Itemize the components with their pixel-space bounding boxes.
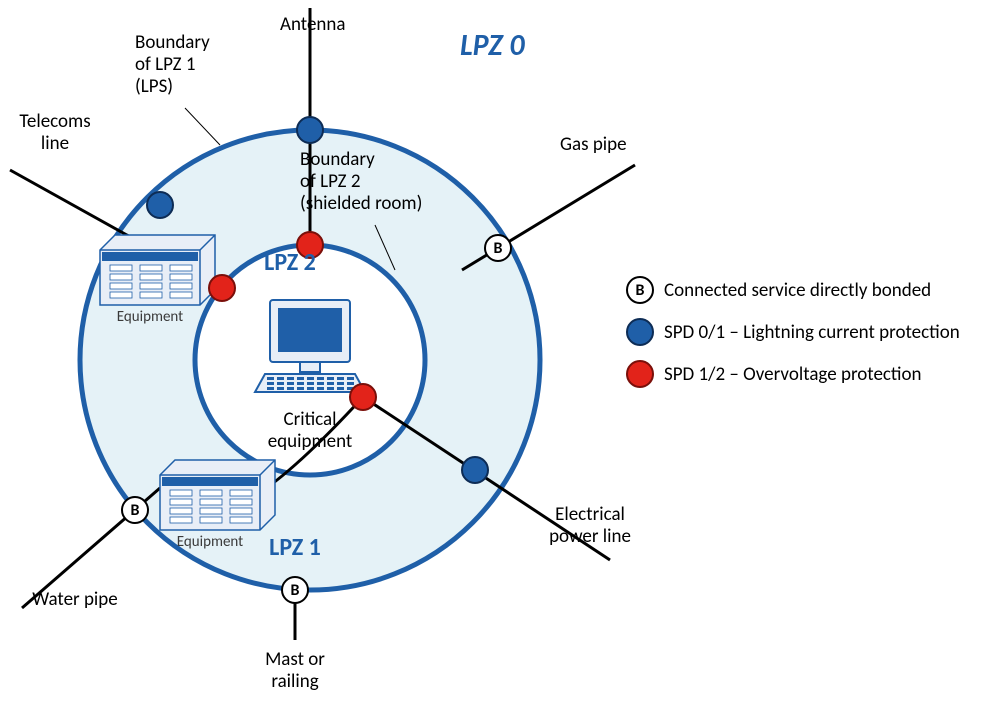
svg-text:B: B [291, 581, 300, 600]
telecoms-label: Telecoms [19, 110, 90, 133]
lpz0-title: LPZ 0 [460, 27, 525, 64]
svg-text:B: B [494, 239, 503, 258]
equipment-label: Equipment [117, 308, 183, 326]
computer-icon [255, 300, 365, 392]
boundary-lpz1-label: (LPS) [135, 75, 173, 98]
spd-01-node [147, 192, 173, 218]
power-label: power line [549, 525, 631, 548]
legend-blue-label: SPD 0/1 – Lightning current protection [664, 321, 960, 344]
spd-12-node [209, 275, 235, 301]
boundary-lpz1-label: of LPZ 1 [135, 53, 195, 76]
spd-01-node [297, 117, 323, 143]
legend-red-icon [627, 361, 653, 387]
boundary-lpz2-label: Boundary [300, 148, 375, 171]
mast-label: railing [271, 670, 318, 693]
legend-bonded-label: Connected service directly bonded [664, 279, 931, 302]
svg-text:B: B [131, 501, 140, 520]
legend-bonded-icon: B [627, 277, 653, 303]
boundary-lpz2-label: (shielded room) [300, 192, 422, 215]
boundary-lpz1-label: Boundary [135, 31, 210, 54]
leader-lpz1 [185, 108, 220, 145]
boundary-lpz2-label: of LPZ 2 [300, 170, 360, 193]
water-label: Water pipe [32, 588, 117, 611]
mast-label: Mast or [265, 648, 325, 671]
legend-blue-icon [627, 319, 653, 345]
antenna-label: Antenna [280, 13, 345, 36]
bonded-node: B [122, 497, 148, 523]
equipment-label: Equipment [177, 533, 243, 551]
telecoms-label: line [41, 132, 69, 155]
bonded-node: B [282, 577, 308, 603]
power-label: Electrical [555, 503, 625, 526]
critical-equipment-label: equipment [268, 430, 353, 453]
lpz-diagram: Equipment Equipment B B B LPZ 0 LPZ 1 LPZ 2 Boun… [0, 0, 985, 703]
svg-text:B: B [636, 281, 645, 300]
legend-red-label: SPD 1/2 – Overvoltage protection [664, 363, 922, 386]
critical-equipment-label: Critical [283, 408, 336, 431]
gas-label: Gas pipe [560, 133, 627, 156]
spd-01-node [462, 457, 488, 483]
bonded-node: B [485, 235, 511, 261]
lpz1-label: LPZ 1 [269, 533, 321, 562]
spd-12-node [350, 384, 376, 410]
lpz2-label: LPZ 2 [264, 248, 316, 277]
